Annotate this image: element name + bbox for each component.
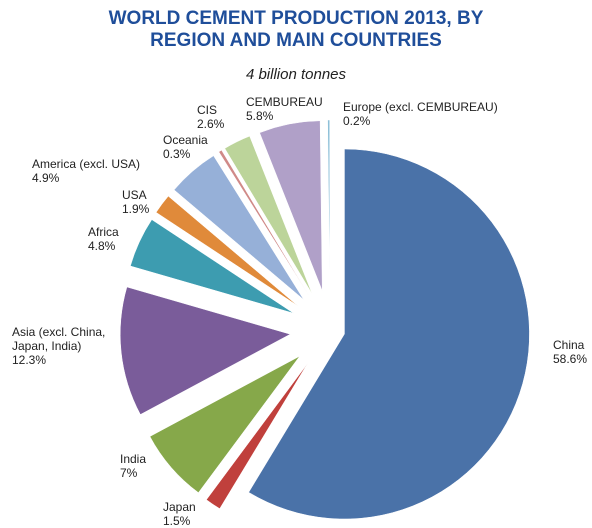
- value-label: 58.6%: [553, 352, 588, 366]
- category-label: CIS: [197, 103, 218, 117]
- value-label: 4.9%: [32, 171, 60, 185]
- value-label: 0.3%: [163, 147, 191, 161]
- slice-label: CEMBUREAU 5.8%: [246, 95, 336, 123]
- category-label: Asia (excl. China, Japan, India): [12, 325, 106, 353]
- pie-slice: [248, 148, 530, 520]
- slice-label: India 7%: [120, 452, 160, 480]
- value-label: 2.6%: [197, 117, 225, 131]
- category-label: Africa: [88, 225, 119, 239]
- slice-label: Oceania 0.3%: [163, 133, 223, 161]
- category-label: China: [553, 338, 585, 352]
- value-label: 1.9%: [122, 202, 150, 216]
- category-label: Japan: [163, 500, 196, 514]
- slice-label: Africa 4.8%: [88, 225, 148, 253]
- category-label: USA: [122, 188, 147, 202]
- pie-slice: [224, 135, 313, 295]
- slice-label: America (excl. USA) 4.9%: [32, 157, 172, 185]
- slice-label: CIS 2.6%: [197, 103, 237, 131]
- pie-slice: [206, 363, 308, 510]
- slice-label: Europe (excl. CEMBUREAU) 0.2%: [343, 100, 523, 128]
- value-label: 12.3%: [12, 353, 47, 367]
- value-label: 4.8%: [88, 239, 116, 253]
- category-label: CEMBUREAU: [246, 95, 323, 109]
- pie-slice: [155, 195, 299, 307]
- category-label: India: [120, 452, 147, 466]
- category-label: Oceania: [163, 133, 208, 147]
- slice-label: Japan 1.5%: [163, 500, 203, 528]
- slice-label: USA 1.9%: [122, 188, 162, 216]
- value-label: 1.5%: [163, 514, 191, 528]
- slice-label: Asia (excl. China, Japan, India) 12.3%: [12, 325, 124, 367]
- value-label: 0.2%: [343, 114, 371, 128]
- pie-slice: [218, 149, 310, 297]
- chart-subtitle: 4 billion tonnes: [245, 66, 347, 83]
- value-label: 5.8%: [246, 109, 274, 123]
- pie-slice: [130, 219, 294, 314]
- slice-label: China 58.6%: [553, 338, 592, 366]
- pie-slice: [149, 355, 300, 494]
- category-label: America (excl. USA): [32, 157, 141, 171]
- pie-slice: [119, 286, 291, 415]
- pie-slice: [327, 119, 330, 291]
- pie-slice: [259, 120, 323, 291]
- chart-title: WORLD CEMENT PRODUCTION 2013, BY REGION …: [108, 8, 484, 51]
- pie-slice: [173, 155, 305, 300]
- value-label: 7%: [120, 466, 138, 480]
- category-label: Europe (excl. CEMBUREAU): [343, 100, 498, 114]
